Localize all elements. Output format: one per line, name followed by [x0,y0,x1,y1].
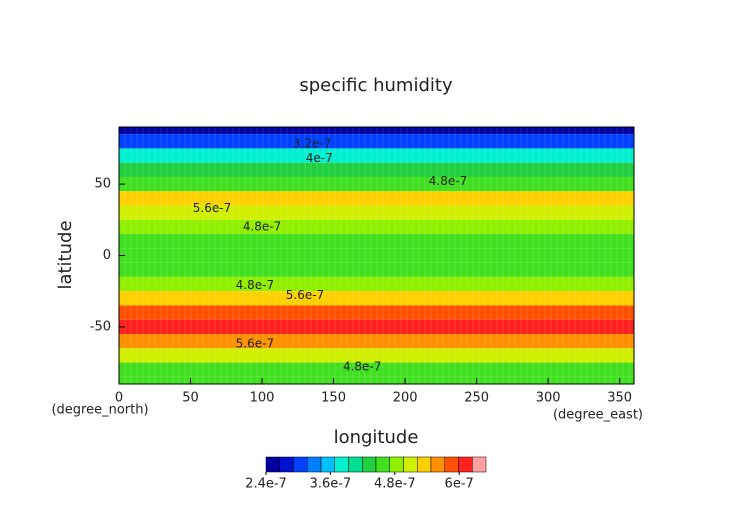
colorbar-swatch [348,456,363,473]
humidity-band [119,127,634,135]
humidity-band [119,219,634,235]
contour-label: 4.8e-7 [343,359,381,373]
x-tick-label: 150 [321,391,346,406]
contour-label: 4.8e-7 [236,278,274,292]
humidity-band [119,262,634,277]
contour-label: 4.8e-7 [243,219,281,233]
y-tick-label: 0 [103,248,111,263]
chart-title: specific humidity [299,75,453,96]
humidity-band [119,291,634,306]
contour-label: 4.8e-7 [429,174,467,188]
colorbar-swatch [417,456,432,473]
humidity-band [119,248,634,263]
x-axis-label: longitude [334,427,419,448]
colorbar-swatch [334,456,349,473]
colorbar-swatch [444,456,459,473]
colorbar-swatch [279,456,294,473]
x-tick-label: 100 [250,391,275,406]
x-tick-label: 50 [182,391,199,406]
x-tick-label: 200 [393,391,418,406]
contour-label: 5.6e-7 [286,288,324,302]
colorbar-swatch [320,456,335,473]
x-tick-label: 250 [464,391,489,406]
colorbar-tick-label: 2.4e-7 [245,477,287,492]
y-unit: (degree_north) [51,403,148,418]
colorbar-swatch [458,456,473,473]
humidity-band [119,305,634,320]
humidity-band [119,191,634,206]
humidity-band [119,148,634,163]
x-unit: (degree_east) [553,408,643,423]
x-tick-label: 0 [115,391,123,406]
humidity-band [119,234,634,249]
humidity-band [119,134,634,149]
colorbar-swatch [307,456,322,473]
contour-label: 4e-7 [306,151,333,165]
colorbar-tick-label: 6e-7 [445,477,474,492]
humidity-band [119,376,634,384]
colorbar-swatch [362,456,377,473]
colorbar-swatch [265,456,280,473]
x-tick-label: 350 [607,391,632,406]
contour-label: 3.2e-7 [293,137,331,151]
colorbar-swatch [430,456,445,473]
humidity-band [119,334,634,349]
humidity-band [119,362,634,377]
x-tick-label: 300 [536,391,561,406]
y-axis-label: latitude [55,220,76,289]
humidity-band [119,176,634,192]
colorbar-swatch [403,456,418,473]
colorbar-swatch [389,456,404,473]
contour-label: 5.6e-7 [236,337,274,351]
colorbar-swatch [472,456,487,473]
contour-label: 5.6e-7 [193,201,231,215]
humidity-band [119,348,634,363]
humidity-band [119,205,634,220]
colorbar-tick-label: 3.6e-7 [310,477,352,492]
colorbar-tick-label: 4.8e-7 [374,477,416,492]
colorbar-swatch [375,456,390,473]
y-tick-label: 50 [94,177,111,192]
humidity-band [119,319,634,335]
colorbar-swatch [293,456,308,473]
humidity-band [119,162,634,177]
humidity-band [119,276,634,292]
y-tick-label: -50 [90,319,111,334]
